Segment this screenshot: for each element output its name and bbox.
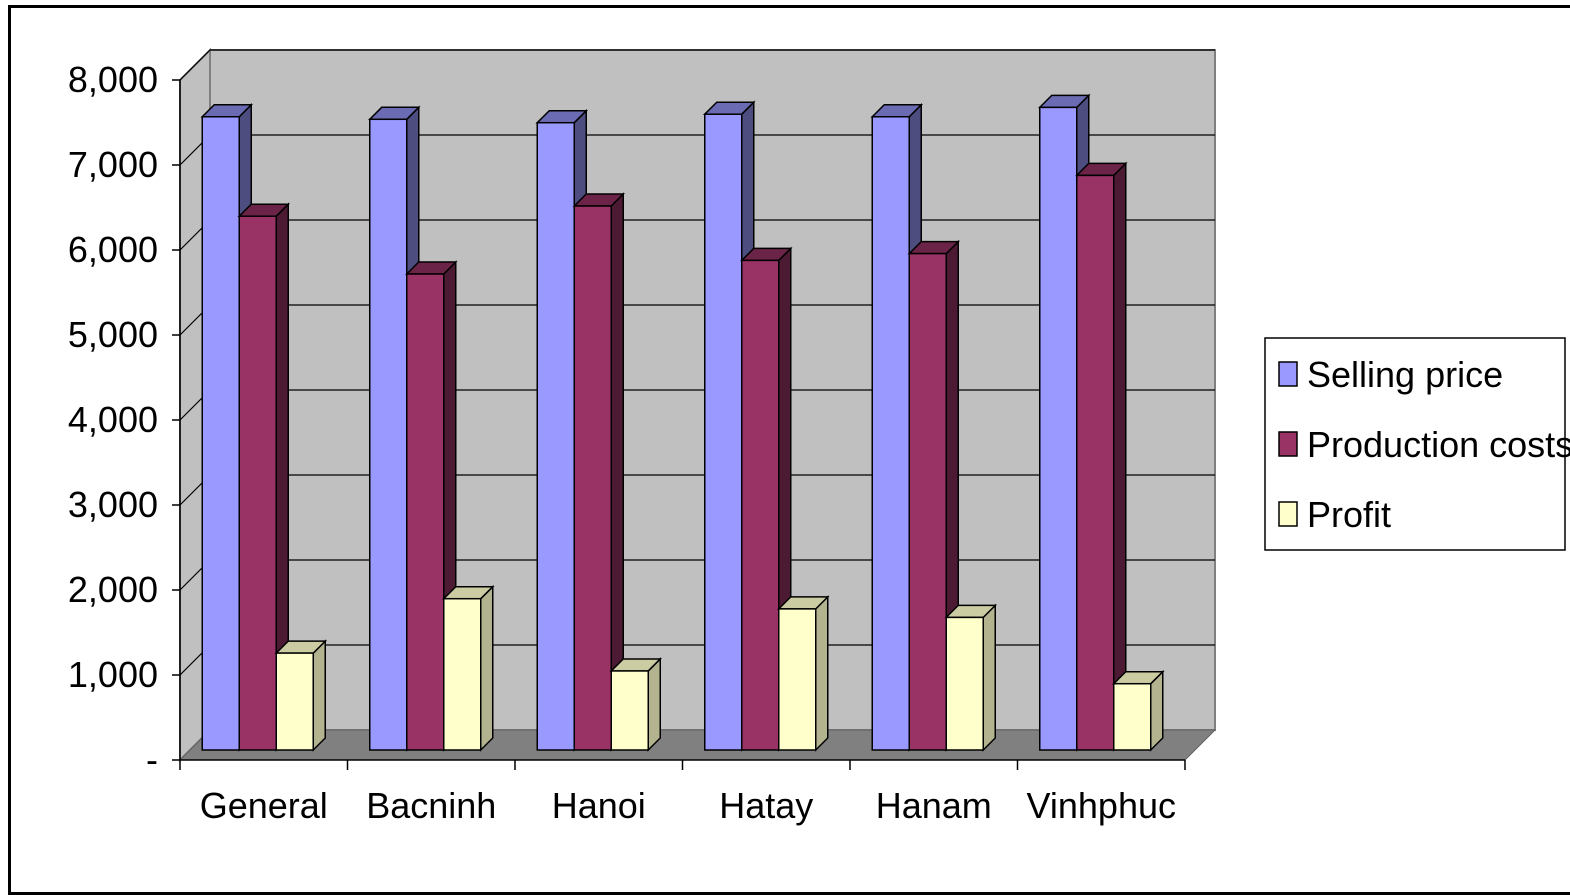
bar xyxy=(404,260,458,752)
bar xyxy=(776,595,830,752)
bar xyxy=(572,192,626,752)
bar-front xyxy=(945,616,984,751)
y-tick-label: 5,000 xyxy=(68,314,158,355)
y-tick-label: 4,000 xyxy=(68,399,158,440)
bar-front xyxy=(1076,174,1115,751)
bar-side xyxy=(1113,161,1127,752)
legend-label: Selling price xyxy=(1307,354,1503,395)
bar-front xyxy=(201,116,240,751)
bar-front xyxy=(238,215,277,751)
bar-front xyxy=(406,273,445,751)
bar-front xyxy=(369,118,408,751)
bar xyxy=(944,603,998,752)
bar-side xyxy=(982,603,996,752)
gridline-side xyxy=(179,49,211,81)
bar xyxy=(1074,161,1128,752)
bar xyxy=(237,202,291,752)
bar-front xyxy=(1113,682,1152,751)
bar xyxy=(609,657,663,752)
y-tick-label: 2,000 xyxy=(68,569,158,610)
y-tick-labels: - 1,000 2,000 3,000 4,000 5,000 6,000 7,000 8,00… xyxy=(68,59,158,780)
bar-front xyxy=(741,259,780,751)
y-tick-label: - xyxy=(146,739,158,780)
legend-label: Profit xyxy=(1307,494,1391,535)
bar xyxy=(1111,669,1165,752)
category-label: Bacninh xyxy=(366,785,496,826)
y-tick-label: 3,000 xyxy=(68,484,158,525)
y-tick-label: 7,000 xyxy=(68,144,158,185)
bar-front xyxy=(1039,106,1078,751)
bar-front xyxy=(871,116,910,751)
legend-swatch xyxy=(1278,501,1298,527)
category-label: General xyxy=(200,785,328,826)
bar-front xyxy=(610,670,649,751)
bar-side xyxy=(1150,669,1164,752)
bar xyxy=(367,105,421,752)
bar xyxy=(441,584,495,752)
bar-front xyxy=(778,608,817,751)
category-label: Hanoi xyxy=(552,785,646,826)
category-label: Hanam xyxy=(876,785,992,826)
bar xyxy=(274,639,328,752)
bar-front xyxy=(275,652,314,751)
category-label: Hatay xyxy=(719,785,813,826)
bar-front xyxy=(704,113,743,751)
bar-side xyxy=(312,639,326,752)
bar-side xyxy=(480,584,494,752)
bar-front xyxy=(908,252,947,751)
bars xyxy=(200,93,1165,752)
legend-swatch xyxy=(1278,431,1298,457)
y-tick-label: 8,000 xyxy=(68,59,158,100)
bar-side xyxy=(647,657,661,752)
y-tick-label: 1,000 xyxy=(68,654,158,695)
legend-box xyxy=(1264,337,1566,551)
legend-swatch xyxy=(1278,361,1298,387)
category-label: Vinhphuc xyxy=(1027,785,1176,826)
legend-label: Production costs xyxy=(1307,424,1570,465)
category-labels: General Bacninh Hanoi Hatay Hanam Vinhphuc xyxy=(200,785,1176,826)
bar-front xyxy=(536,121,575,751)
axes xyxy=(172,79,1186,770)
y-tick-label: 6,000 xyxy=(68,229,158,270)
bar-front xyxy=(443,597,482,751)
bar-side xyxy=(815,595,829,752)
bar-front xyxy=(573,205,612,751)
legend: Selling price Production costs Profit xyxy=(1264,337,1570,551)
